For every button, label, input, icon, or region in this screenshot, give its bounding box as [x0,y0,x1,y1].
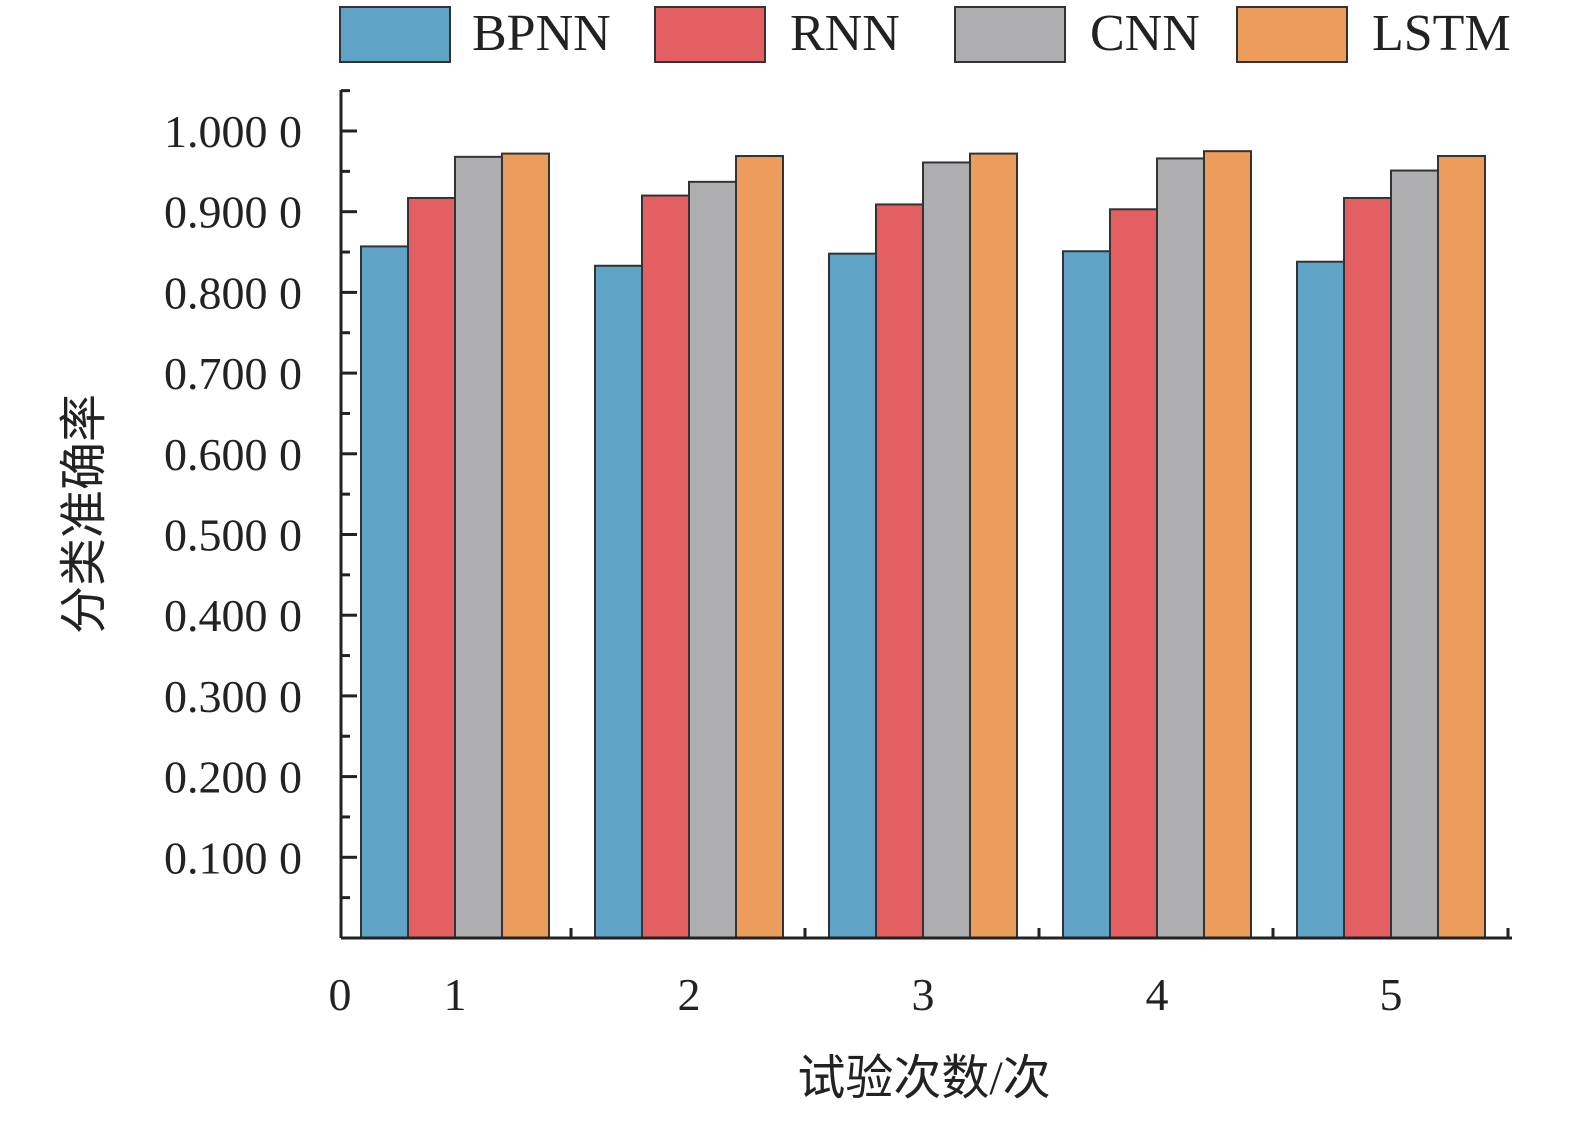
bar-lstm-trial-2 [735,155,784,939]
legend-label-lstm: LSTM [1372,5,1511,62]
bar-bpnn-trial-5 [1296,260,1345,939]
bar-cnn-trial-3 [922,161,971,939]
bar-rnn-trial-3 [875,203,924,939]
bar-cnn-trial-2 [688,180,737,939]
legend-label-cnn: CNN [1090,5,1200,62]
y-tick-label: 0.200 0 [164,752,302,803]
y-tick-label: 0.500 0 [164,510,302,561]
y-axis-label: 分类准确率 [58,394,111,634]
axes [339,90,1512,940]
bar-rnn-trial-1 [407,196,456,939]
legend-swatch-rnn [654,6,766,63]
x-tick-label: 2 [678,969,701,1020]
bar-rnn-trial-2 [641,194,690,939]
bar-bpnn-trial-2 [594,264,643,940]
bar-lstm-trial-1 [501,152,550,939]
y-tick-label: 0.400 0 [164,590,302,641]
y-tick-label: 1.000 0 [164,106,302,157]
y-tick-label: 0.100 0 [164,832,302,883]
bar-lstm-trial-3 [969,152,1018,939]
x-tick-label: 4 [1146,969,1169,1020]
bar-bpnn-trial-3 [828,252,877,939]
x-origin-label: 0 [329,969,352,1020]
x-axis-label: 试验次数/次 [797,1052,1050,1105]
bar-bpnn-trial-4 [1062,250,1111,940]
bar-cnn-trial-4 [1156,157,1205,940]
y-tick-label: 0.700 0 [164,348,302,399]
legend-swatch-lstm [1236,6,1348,63]
legend: BPNN RNN CNN LSTM [339,5,1511,63]
legend-swatch-bpnn [339,6,451,63]
y-ticks: 0.100 0 0.200 0 0.300 0 0.400 0 0.500 0 0.600… [164,89,357,940]
legend-swatch-cnn [954,6,1066,63]
y-tick-label: 0.300 0 [164,671,302,722]
bar-cnn-trial-1 [454,155,503,940]
legend-label-rnn: RNN [790,5,900,62]
y-tick-label: 0.800 0 [164,267,302,318]
x-tick-label: 5 [1380,969,1403,1020]
bar-bpnn-trial-1 [360,245,409,939]
legend-label-bpnn: BPNN [472,5,611,62]
y-tick-label: 0.900 0 [164,187,302,238]
y-tick-label: 0.600 0 [164,429,302,480]
bar-lstm-trial-5 [1437,155,1486,939]
x-ticks: 1 2 3 4 5 [444,928,1510,1020]
bar-lstm-trial-4 [1203,150,1252,940]
bars [360,150,1486,940]
bar-rnn-trial-5 [1343,196,1392,939]
bar-rnn-trial-4 [1109,208,1158,940]
bar-cnn-trial-5 [1390,169,1439,939]
x-tick-label: 3 [912,969,935,1020]
x-tick-label: 1 [444,969,467,1020]
